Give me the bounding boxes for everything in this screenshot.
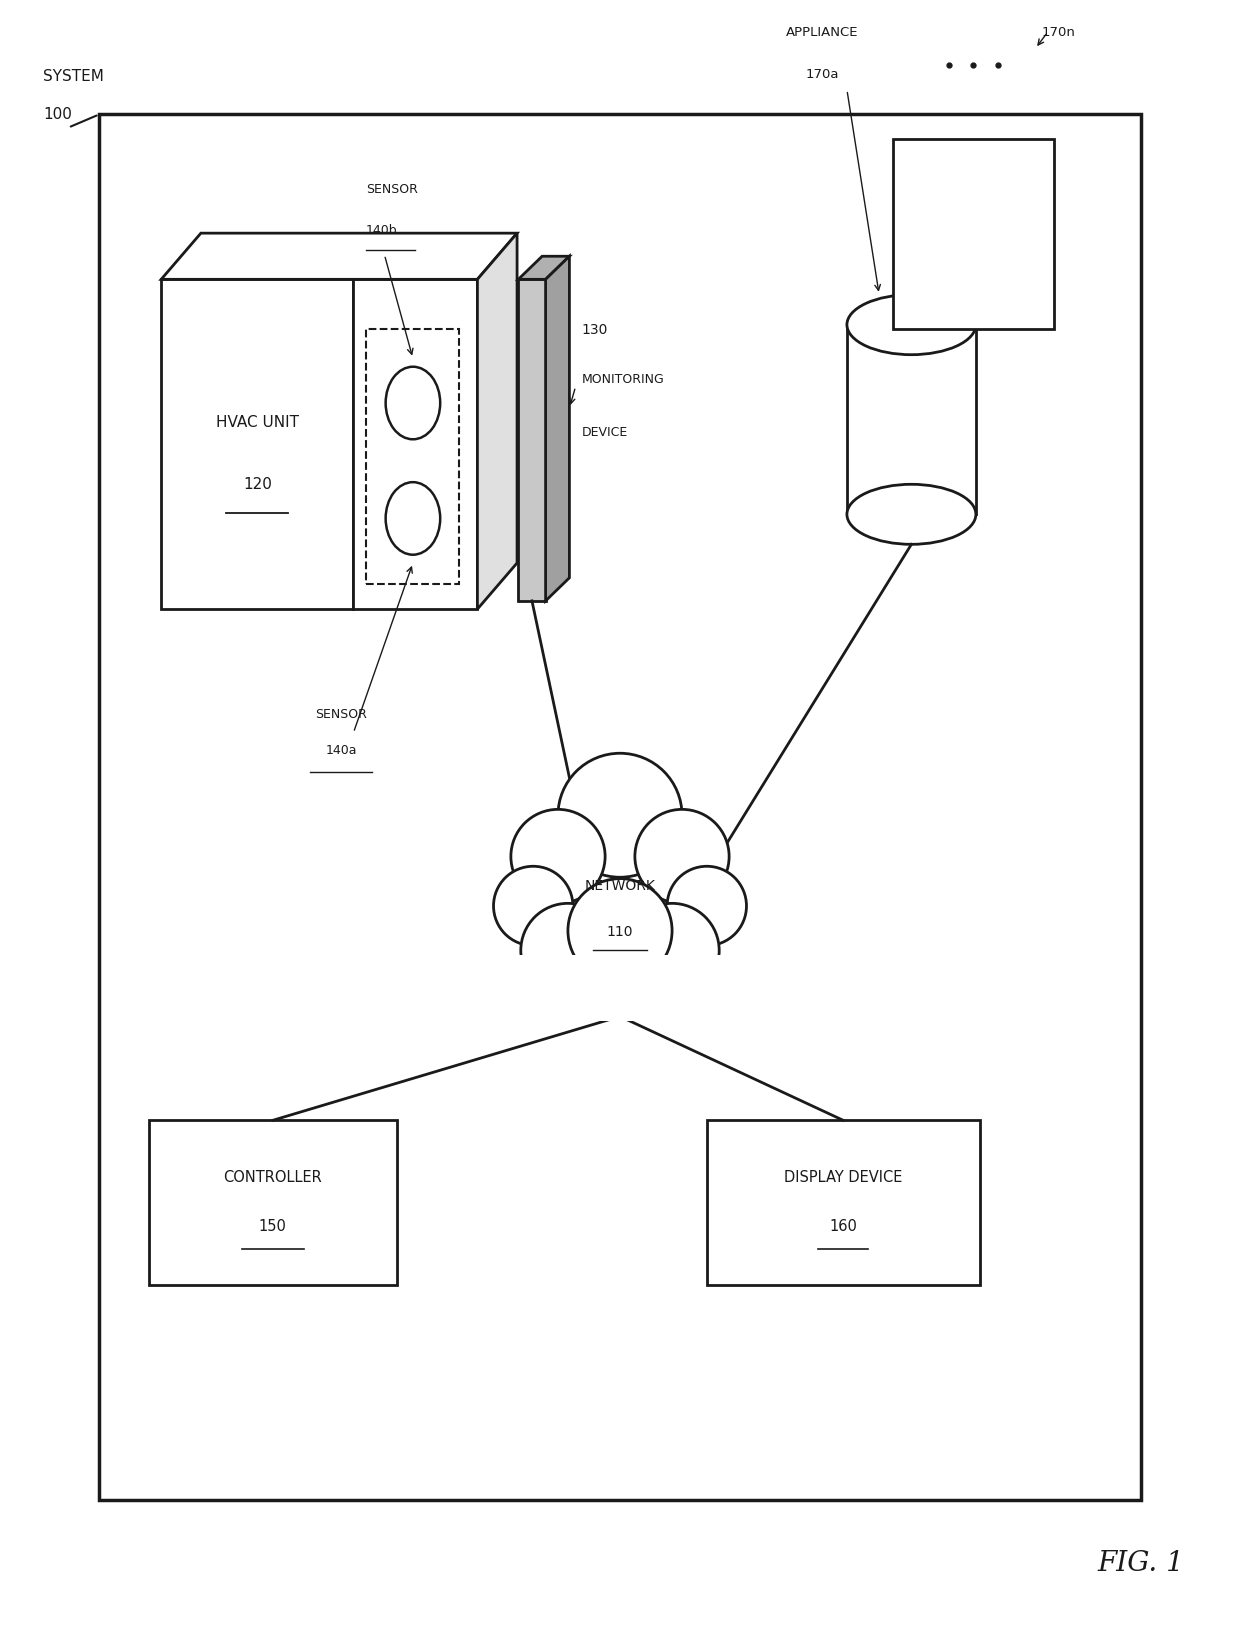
Ellipse shape bbox=[568, 878, 672, 984]
Text: NETWORK: NETWORK bbox=[584, 878, 656, 892]
Bar bbox=[847, 326, 976, 514]
Text: DISPLAY DEVICE: DISPLAY DEVICE bbox=[784, 1168, 903, 1185]
Text: 110: 110 bbox=[606, 925, 634, 938]
Text: DEVICE: DEVICE bbox=[582, 425, 627, 438]
Text: 160: 160 bbox=[830, 1218, 857, 1234]
Text: 130: 130 bbox=[582, 323, 608, 336]
Text: 120: 120 bbox=[243, 476, 272, 493]
Polygon shape bbox=[477, 234, 517, 610]
Bar bbox=[893, 140, 1054, 330]
Ellipse shape bbox=[667, 867, 746, 946]
Bar bbox=[484, 956, 756, 1022]
Bar bbox=[353, 280, 477, 610]
Polygon shape bbox=[518, 257, 569, 280]
Text: HVAC UNIT: HVAC UNIT bbox=[216, 414, 299, 430]
Text: 100: 100 bbox=[43, 107, 72, 122]
Text: CONTROLLER: CONTROLLER bbox=[223, 1168, 322, 1185]
Text: 140a: 140a bbox=[325, 743, 357, 756]
Text: 140b: 140b bbox=[366, 224, 398, 237]
Ellipse shape bbox=[511, 809, 605, 905]
Bar bbox=[99, 115, 1141, 1500]
Polygon shape bbox=[546, 257, 569, 602]
Ellipse shape bbox=[494, 867, 573, 946]
Circle shape bbox=[386, 368, 440, 440]
Text: FIG. 1: FIG. 1 bbox=[1097, 1549, 1184, 1575]
Polygon shape bbox=[161, 234, 517, 280]
Ellipse shape bbox=[558, 753, 682, 878]
Text: 150: 150 bbox=[259, 1218, 286, 1234]
Text: 170n: 170n bbox=[1042, 26, 1075, 40]
Bar bbox=[366, 330, 459, 585]
Ellipse shape bbox=[847, 485, 976, 545]
Text: APPLIANCE: APPLIANCE bbox=[786, 26, 858, 40]
Ellipse shape bbox=[625, 903, 719, 999]
Text: SYSTEM: SYSTEM bbox=[43, 69, 104, 84]
Text: SENSOR: SENSOR bbox=[366, 183, 418, 196]
Text: SENSOR: SENSOR bbox=[315, 707, 367, 720]
Ellipse shape bbox=[521, 903, 615, 999]
Bar bbox=[161, 280, 353, 610]
Text: MONITORING: MONITORING bbox=[582, 372, 665, 386]
Ellipse shape bbox=[635, 809, 729, 905]
Bar bbox=[707, 1121, 980, 1285]
Bar bbox=[149, 1121, 397, 1285]
Ellipse shape bbox=[847, 295, 976, 356]
Circle shape bbox=[386, 483, 440, 555]
Text: 170a: 170a bbox=[805, 68, 839, 81]
Bar bbox=[518, 280, 546, 602]
